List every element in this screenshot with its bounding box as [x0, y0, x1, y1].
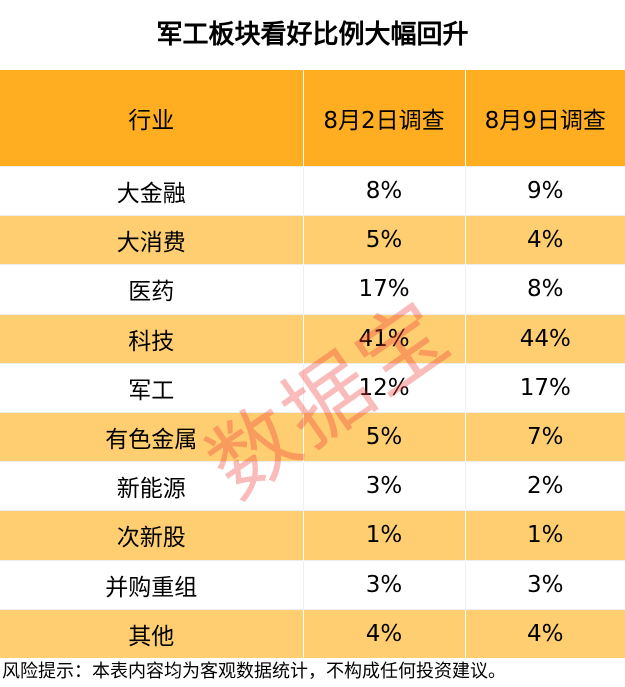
percent-cell: 4%: [464, 215, 625, 265]
industry-cell: 新能源: [0, 461, 303, 511]
industry-cell: 医药: [0, 264, 303, 315]
header-cell: 8月9日调查: [464, 70, 625, 167]
percent-cell: 8%: [302, 165, 465, 216]
percent-cell: 3%: [302, 559, 465, 610]
percent-cell: 8%: [464, 264, 625, 315]
percent-cell: 44%: [464, 313, 625, 364]
percent-cell: 1%: [464, 510, 625, 560]
percent-cell: 12%: [302, 362, 465, 413]
header-cell: 8月2日调查: [302, 70, 465, 167]
percent-cell: 7%: [464, 411, 625, 462]
percent-cell: 3%: [302, 461, 465, 511]
table-row: 大金融 8% 9%: [0, 165, 625, 216]
table-row: 次新股 1% 1%: [0, 510, 625, 560]
table-row: 有色金属 5% 7%: [0, 411, 625, 462]
table-row: 大消费 5% 4%: [0, 215, 625, 265]
percent-cell: 41%: [302, 313, 465, 364]
percent-cell: 9%: [464, 165, 625, 216]
industry-cell: 有色金属: [0, 411, 303, 462]
table-row: 军工 12% 17%: [0, 362, 625, 413]
industry-cell: 其他: [0, 608, 303, 658]
industry-cell: 并购重组: [0, 559, 303, 610]
industry-cell: 次新股: [0, 510, 303, 560]
risk-note: 风险提示：本表内容均为客观数据统计，不构成任何投资建议。: [2, 661, 506, 682]
percent-cell: 17%: [302, 264, 465, 315]
industry-cell: 大消费: [0, 215, 303, 265]
percent-cell: 17%: [464, 362, 625, 413]
table-row: 并购重组 3% 3%: [0, 559, 625, 610]
percent-cell: 4%: [302, 608, 465, 658]
percent-cell: 5%: [302, 215, 465, 265]
industry-cell: 大金融: [0, 165, 303, 216]
header-cell: 行业: [0, 70, 303, 167]
header-row: 行业 8月2日调查 8月9日调查: [0, 70, 625, 167]
table-title: 军工板块看好比例大幅回升: [156, 20, 469, 50]
industry-cell: 军工: [0, 362, 303, 413]
table-row: 医药 17% 8%: [0, 264, 625, 315]
percent-cell: 5%: [302, 411, 465, 462]
table-row: 其他 4% 4%: [0, 608, 625, 658]
survey-table: 行业 8月2日调查 8月9日调查 大金融 8% 9% 大消费 5% 4% 医药 17% 8% 科技…: [0, 70, 625, 658]
table-row: 新能源 3% 2%: [0, 461, 625, 511]
percent-cell: 4%: [464, 608, 625, 658]
percent-cell: 1%: [302, 510, 465, 560]
percent-cell: 2%: [464, 461, 625, 511]
percent-cell: 3%: [464, 559, 625, 610]
table-row: 科技 41% 44%: [0, 313, 625, 364]
industry-cell: 科技: [0, 313, 303, 364]
